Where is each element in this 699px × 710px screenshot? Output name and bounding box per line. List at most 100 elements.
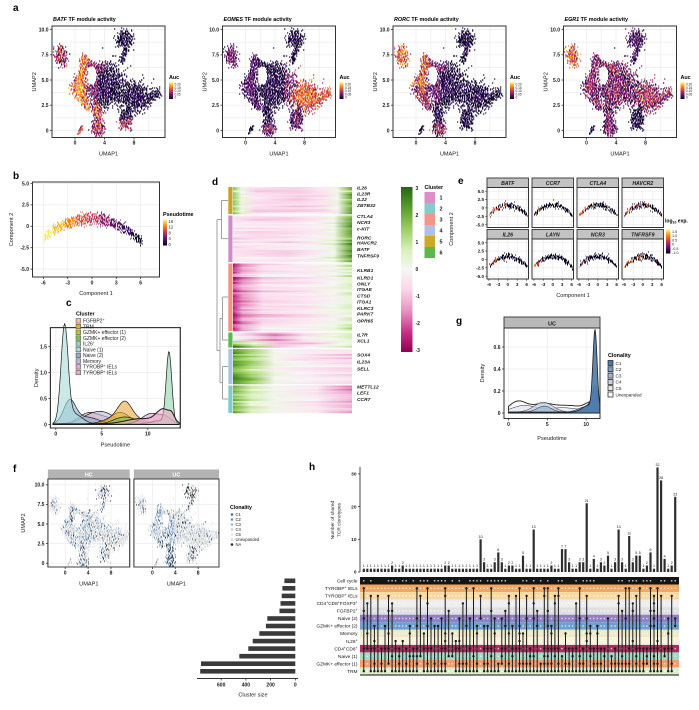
svg-text:1: 1 bbox=[653, 564, 655, 568]
svg-text:0: 0 bbox=[585, 141, 588, 147]
svg-text:TNFRSF9: TNFRSF9 bbox=[357, 254, 379, 260]
svg-text:1: 1 bbox=[455, 564, 457, 568]
svg-text:Naive (1): Naive (1) bbox=[83, 347, 104, 353]
svg-text:3: 3 bbox=[651, 282, 654, 287]
svg-text:-0.5: -0.5 bbox=[672, 247, 679, 251]
svg-text:TYROBP+ IELs: TYROBP+ IELs bbox=[325, 593, 358, 599]
svg-text:Memory: Memory bbox=[340, 631, 358, 637]
svg-text:2.5: 2.5 bbox=[22, 203, 29, 209]
svg-text:21: 21 bbox=[585, 499, 589, 503]
svg-text:PARK7: PARK7 bbox=[357, 312, 373, 318]
svg-text:2.5: 2.5 bbox=[42, 103, 49, 109]
svg-text:5.0: 5.0 bbox=[22, 181, 29, 187]
svg-text:CD4+CD8+FOXP3+: CD4+CD8+FOXP3+ bbox=[317, 601, 358, 607]
svg-text:1: 1 bbox=[440, 195, 443, 201]
svg-text:NCR3: NCR3 bbox=[357, 220, 371, 226]
svg-text:-2.5: -2.5 bbox=[20, 246, 29, 252]
svg-text:1: 1 bbox=[473, 564, 475, 568]
svg-text:-6: -6 bbox=[577, 282, 582, 287]
svg-text:11: 11 bbox=[627, 532, 631, 536]
svg-text:2: 2 bbox=[671, 561, 673, 565]
svg-text:0: 0 bbox=[26, 224, 29, 230]
svg-text:1: 1 bbox=[419, 564, 421, 568]
svg-text:CCR7: CCR7 bbox=[357, 397, 371, 403]
svg-text:0.5: 0.5 bbox=[40, 396, 47, 402]
svg-text:3: 3 bbox=[561, 282, 564, 287]
svg-text:1: 1 bbox=[490, 564, 492, 568]
svg-text:METTL12: METTL12 bbox=[357, 385, 379, 391]
svg-text:Cell cycle: Cell cycle bbox=[337, 579, 358, 585]
svg-text:c-KIT: c-KIT bbox=[357, 227, 370, 233]
svg-text:0: 0 bbox=[642, 282, 645, 287]
svg-text:-2.5: -2.5 bbox=[476, 265, 484, 270]
svg-text:c: c bbox=[66, 298, 72, 309]
svg-text:GNLY: GNLY bbox=[357, 282, 371, 288]
svg-text:g: g bbox=[456, 316, 462, 327]
svg-text:5.0: 5.0 bbox=[478, 189, 485, 194]
svg-text:1: 1 bbox=[441, 564, 443, 568]
svg-text:TRM: TRM bbox=[83, 324, 94, 330]
svg-text:0.10: 0.10 bbox=[516, 89, 522, 93]
svg-text:IL26+: IL26+ bbox=[346, 638, 357, 644]
svg-text:-6: -6 bbox=[487, 282, 492, 287]
svg-text:GZMK+ effector (2): GZMK+ effector (2) bbox=[83, 336, 126, 342]
svg-text:0: 0 bbox=[64, 571, 67, 577]
svg-text:400: 400 bbox=[242, 683, 251, 689]
svg-text:TYROBP+ IELs: TYROBP+ IELs bbox=[325, 586, 358, 592]
svg-text:RORC TF module activity: RORC TF module activity bbox=[394, 17, 459, 23]
svg-text:NCR3: NCR3 bbox=[591, 232, 605, 238]
svg-text:0: 0 bbox=[481, 206, 484, 211]
svg-text:1: 1 bbox=[465, 564, 467, 568]
svg-text:TNFRSF9: TNFRSF9 bbox=[631, 232, 654, 238]
svg-text:0.15: 0.15 bbox=[175, 86, 181, 90]
svg-text:C4: C4 bbox=[616, 380, 622, 385]
svg-text:1: 1 bbox=[388, 564, 390, 568]
svg-text:0.05: 0.05 bbox=[175, 92, 181, 96]
svg-text:0: 0 bbox=[175, 96, 177, 100]
svg-text:-2.5: -2.5 bbox=[476, 214, 484, 219]
svg-text:TYROBP+ IELs: TYROBP+ IELs bbox=[83, 370, 118, 377]
svg-text:1: 1 bbox=[540, 564, 542, 568]
svg-text:Cluster size: Cluster size bbox=[238, 693, 267, 699]
svg-text:Unexpanded: Unexpanded bbox=[236, 537, 260, 542]
svg-text:-3: -3 bbox=[631, 282, 636, 287]
svg-text:IL26: IL26 bbox=[357, 186, 367, 192]
svg-text:-6: -6 bbox=[622, 282, 627, 287]
svg-text:8: 8 bbox=[197, 571, 200, 577]
svg-text:Pseudotime: Pseudotime bbox=[537, 436, 567, 442]
svg-text:0.15: 0.15 bbox=[516, 86, 522, 90]
svg-text:30: 30 bbox=[351, 472, 357, 478]
svg-text:XCL1: XCL1 bbox=[356, 339, 370, 345]
svg-text:1: 1 bbox=[437, 564, 439, 568]
svg-text:0: 0 bbox=[507, 422, 510, 428]
svg-text:4: 4 bbox=[440, 228, 443, 234]
svg-text:12: 12 bbox=[169, 225, 174, 230]
svg-text:3: 3 bbox=[582, 558, 584, 562]
svg-text:5.0: 5.0 bbox=[553, 78, 560, 84]
svg-text:8: 8 bbox=[169, 230, 172, 235]
svg-text:2.5: 2.5 bbox=[383, 103, 390, 109]
svg-text:0.10: 0.10 bbox=[345, 89, 351, 93]
svg-text:HAVCR2: HAVCR2 bbox=[357, 241, 377, 247]
svg-text:Memory: Memory bbox=[83, 359, 102, 365]
svg-text:1: 1 bbox=[529, 564, 531, 568]
svg-text:7.5: 7.5 bbox=[37, 502, 44, 508]
svg-text:Clonality: Clonality bbox=[230, 505, 252, 511]
svg-text:3: 3 bbox=[632, 558, 634, 562]
svg-text:0: 0 bbox=[354, 570, 357, 576]
svg-text:CTSD: CTSD bbox=[357, 294, 371, 300]
svg-text:1: 1 bbox=[381, 564, 383, 568]
svg-text:IL7R: IL7R bbox=[357, 333, 368, 339]
svg-text:1: 1 bbox=[416, 564, 418, 568]
svg-text:-2: -2 bbox=[416, 321, 421, 327]
svg-text:0: 0 bbox=[46, 128, 49, 134]
svg-text:32: 32 bbox=[656, 463, 660, 467]
svg-text:1: 1 bbox=[451, 564, 453, 568]
svg-text:C2: C2 bbox=[616, 367, 622, 372]
svg-text:Density: Density bbox=[480, 363, 486, 382]
svg-text:0: 0 bbox=[686, 96, 688, 100]
svg-text:1: 1 bbox=[373, 564, 375, 568]
svg-text:Number of shared: Number of shared bbox=[330, 500, 336, 539]
svg-text:7.5: 7.5 bbox=[553, 53, 560, 59]
svg-text:UMAP1: UMAP1 bbox=[79, 582, 98, 588]
